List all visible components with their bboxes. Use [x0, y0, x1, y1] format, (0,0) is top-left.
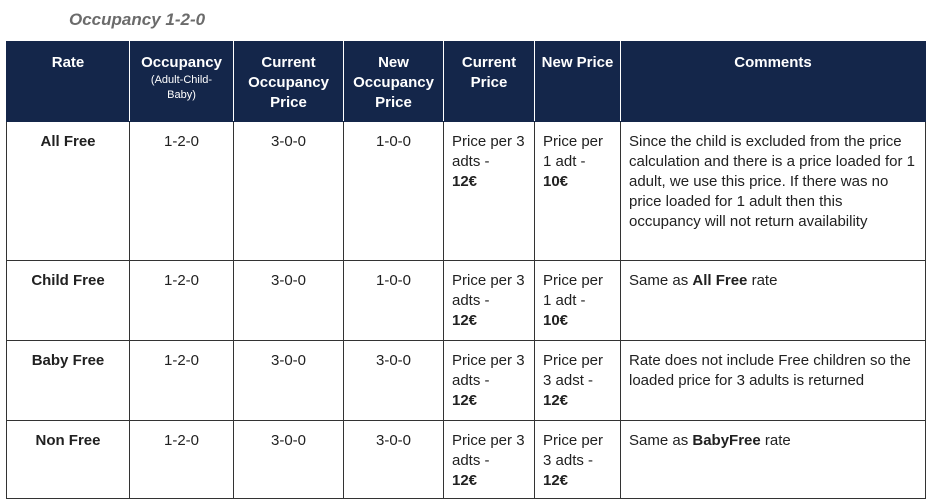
comment-post: rate [747, 272, 778, 289]
rate-cell: All Free [6, 121, 130, 261]
header-occupancy: Occupancy (Adult-Child-Baby) [129, 41, 234, 122]
section-title: Occupancy 1-2-0 [69, 10, 206, 29]
current-price-value: 12€ [452, 472, 478, 489]
current-price-value: 12€ [452, 312, 478, 329]
new-price-value: 10€ [543, 173, 569, 190]
comment-pre: Same as [629, 432, 693, 449]
current-price-value: 12€ [452, 392, 478, 409]
rate-cell: Child Free [6, 260, 130, 341]
new-occupancy-cell: 3-0-0 [343, 420, 444, 499]
current-price-text: Price per 3 adts - [452, 133, 525, 170]
current-occupancy-cell: 3-0-0 [233, 340, 344, 421]
table-row: All Free 1-2-0 3-0-0 1-0-0 Price per 3 a… [6, 121, 926, 261]
occupancy-cell: 1-2-0 [129, 260, 234, 341]
current-price-text: Price per 3 adts - [452, 272, 525, 309]
comment-cell: Same as BabyFree rate [620, 420, 926, 499]
current-occupancy-cell: 3-0-0 [233, 260, 344, 341]
comment-cell: Same as All Free rate [620, 260, 926, 341]
new-occupancy-cell: 1-0-0 [343, 121, 444, 261]
current-price-text: Price per 3 adts - [452, 432, 525, 469]
occupancy-cell: 1-2-0 [129, 340, 234, 421]
comment-post: rate [760, 432, 791, 449]
comment-cell: Rate does not include Free children so t… [620, 340, 926, 421]
current-price-text: Price per 3 adts - [452, 352, 525, 389]
header-new-occupancy-price: New Occupancy Price [343, 41, 444, 122]
table-row: Non Free 1-2-0 3-0-0 3-0-0 Price per 3 a… [6, 420, 926, 499]
rate-cell: Non Free [6, 420, 130, 499]
table-row: Child Free 1-2-0 3-0-0 1-0-0 Price per 3… [6, 260, 926, 341]
comment-pre: Same as [629, 272, 693, 289]
header-occupancy-label: Occupancy [141, 54, 222, 71]
comment-bold: BabyFree [692, 432, 761, 449]
header-rate: Rate [6, 41, 130, 122]
header-current-price: Current Price [443, 41, 535, 122]
header-comments: Comments [620, 41, 926, 122]
new-occupancy-cell: 3-0-0 [343, 340, 444, 421]
current-occupancy-cell: 3-0-0 [233, 121, 344, 261]
table-header-row: Rate Occupancy (Adult-Child-Baby) Curren… [6, 41, 926, 122]
new-price-text: Price per 1 adt - [543, 133, 604, 170]
current-price-value: 12€ [452, 173, 478, 190]
new-price-value: 12€ [543, 392, 569, 409]
occupancy-table: Rate Occupancy (Adult-Child-Baby) Curren… [6, 41, 926, 499]
header-occupancy-sub: (Adult-Child-Baby) [150, 74, 213, 101]
occupancy-cell: 1-2-0 [129, 121, 234, 261]
comment-cell: Since the child is excluded from the pri… [620, 121, 926, 261]
new-price-cell: Price per 1 adt - 10€ [534, 121, 621, 261]
new-price-text: Price per 3 adts - [543, 432, 604, 469]
new-price-text: Price per 3 adst - [543, 352, 604, 389]
current-price-cell: Price per 3 adts - 12€ [443, 420, 535, 499]
new-price-value: 12€ [543, 472, 569, 489]
new-price-value: 10€ [543, 312, 569, 329]
table-row: Baby Free 1-2-0 3-0-0 3-0-0 Price per 3 … [6, 340, 926, 421]
new-price-cell: Price per 3 adts - 12€ [534, 420, 621, 499]
occupancy-cell: 1-2-0 [129, 420, 234, 499]
new-price-cell: Price per 3 adst - 12€ [534, 340, 621, 421]
new-price-cell: Price per 1 adt - 10€ [534, 260, 621, 341]
current-occupancy-cell: 3-0-0 [233, 420, 344, 499]
current-price-cell: Price per 3 adts - 12€ [443, 340, 535, 421]
current-price-cell: Price per 3 adts - 12€ [443, 121, 535, 261]
new-occupancy-cell: 1-0-0 [343, 260, 444, 341]
rate-cell: Baby Free [6, 340, 130, 421]
header-current-occupancy-price: Current Occupancy Price [233, 41, 344, 122]
header-new-price: New Price [534, 41, 621, 122]
current-price-cell: Price per 3 adts - 12€ [443, 260, 535, 341]
new-price-text: Price per 1 adt - [543, 272, 604, 309]
comment-bold: All Free [692, 272, 748, 289]
